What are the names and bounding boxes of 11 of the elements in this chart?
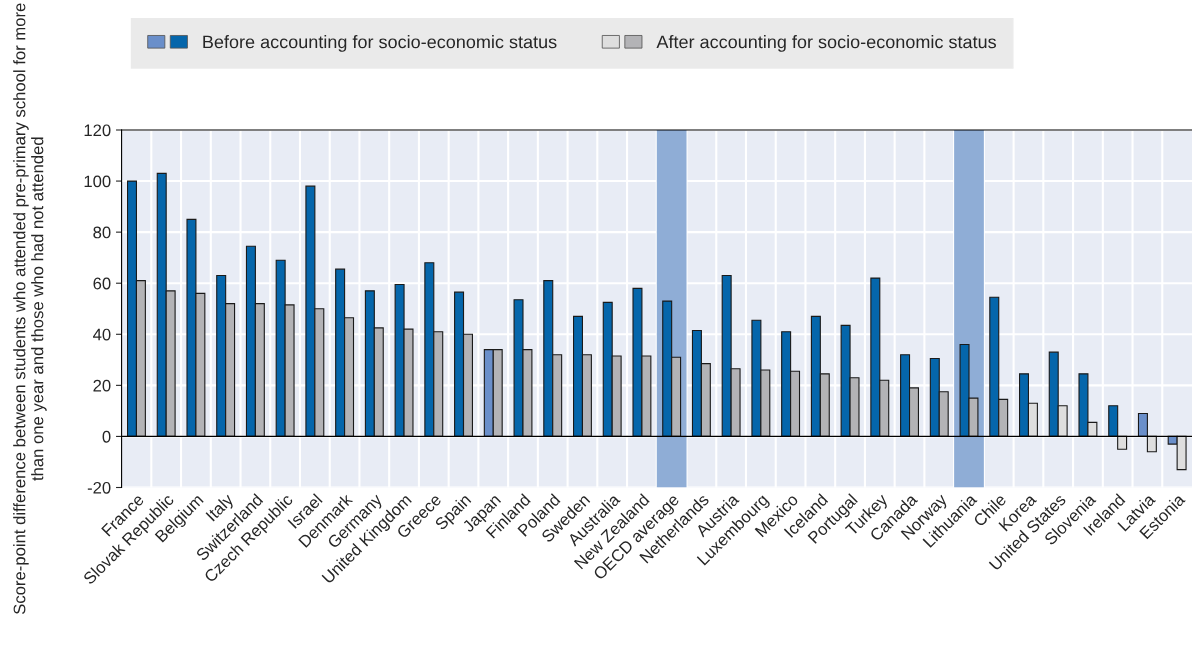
y-tick-label: 120 <box>84 124 111 137</box>
y-tick-label: 100 <box>84 175 111 188</box>
y-tick-label: 40 <box>93 328 111 341</box>
legend-label: Before accounting for socio-economic status <box>203 35 557 52</box>
y-axis-title: Score-point difference between students who attended pre-primary school for more than one year and those who had not attended <box>13 3 47 614</box>
y-tick-label: 20 <box>93 379 111 392</box>
y-tick-label: 0 <box>102 430 111 443</box>
y-tick-label: 80 <box>93 226 111 239</box>
y-tick-label: 60 <box>93 277 111 290</box>
y-tick-label: -20 <box>87 481 111 494</box>
legend-label: After accounting for socio-economic status <box>656 35 996 52</box>
